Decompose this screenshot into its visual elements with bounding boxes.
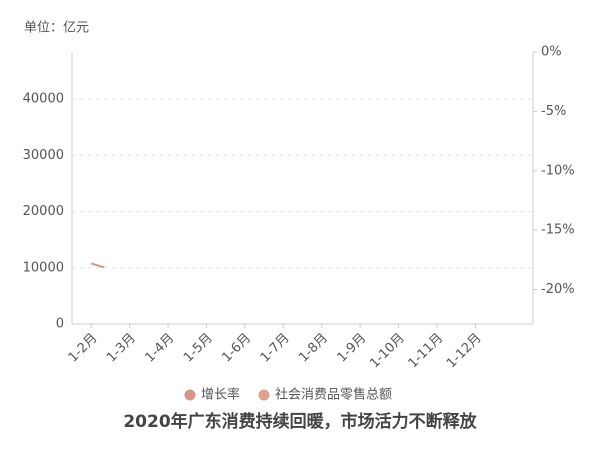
y-tick-label: 40000	[23, 92, 64, 107]
x-tick-label: 1-7月	[258, 331, 293, 366]
unit-label: 单位：亿元	[24, 21, 89, 36]
x-tick-label: 1-9月	[335, 331, 370, 366]
x-tick-label: 1-10月	[367, 331, 408, 372]
series-line	[90, 262, 105, 269]
y-tick-label: 0	[56, 317, 64, 332]
legend-label: 社会消费品零售总额	[275, 387, 392, 403]
chart-title: 2020年广东消费持续回暖，市场活力不断释放	[123, 411, 477, 432]
y2-tick-label: -15%	[541, 223, 575, 238]
y2-tick-label: -20%	[541, 282, 575, 297]
x-tick-label: 1-5月	[181, 331, 216, 366]
x-tick-label: 1-11月	[406, 331, 447, 372]
x-tick-label: 1-8月	[296, 331, 331, 366]
x-tick-label: 1-2月	[66, 331, 101, 366]
y2-tick-label: -10%	[541, 163, 575, 178]
legend-swatch	[184, 389, 196, 401]
x-tick-label: 1-4月	[143, 331, 178, 366]
x-tick-label: 1-12月	[444, 331, 485, 372]
y-tick-label: 20000	[23, 204, 64, 219]
legend-swatch	[258, 389, 270, 401]
y-tick-label: 30000	[23, 148, 64, 163]
y2-tick-label: 0%	[541, 45, 562, 60]
x-tick-label: 1-6月	[219, 331, 254, 366]
legend-label: 增长率	[201, 387, 240, 403]
x-tick-label: 1-3月	[104, 331, 139, 366]
y2-tick-label: -5%	[541, 104, 566, 119]
y-tick-label: 10000	[23, 260, 64, 275]
